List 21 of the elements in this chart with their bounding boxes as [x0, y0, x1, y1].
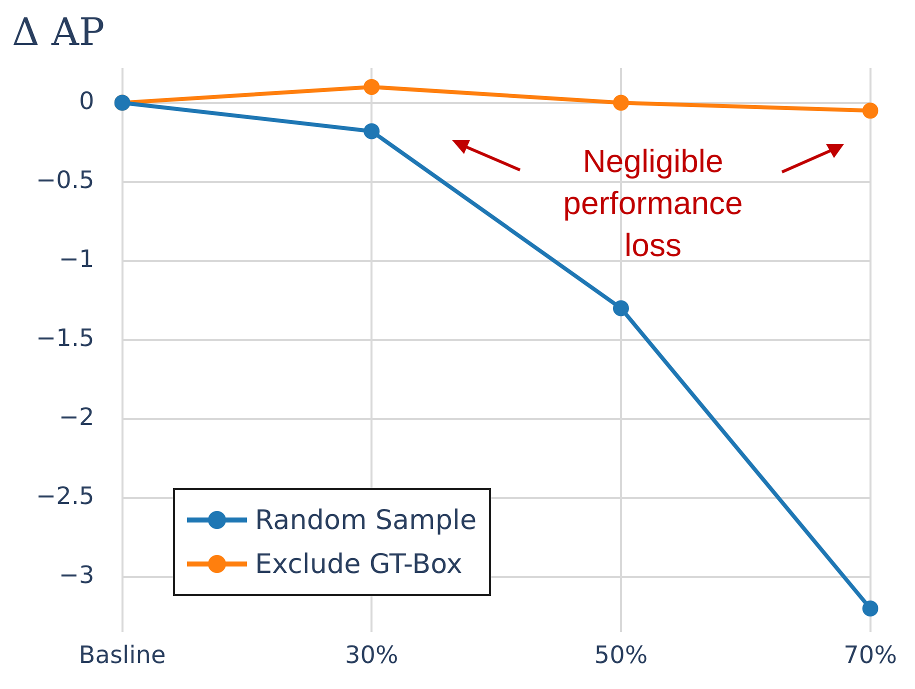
y-tick-label: −1.5	[36, 324, 94, 352]
chart-title: Δ AP	[12, 10, 105, 54]
annotation: Negligible performance loss	[562, 142, 744, 265]
legend-label: Random Sample	[255, 504, 477, 536]
legend-label: Exclude GT-Box	[255, 548, 462, 580]
x-tick-label: 70%	[844, 640, 897, 669]
point	[364, 123, 380, 140]
x-tick-label: 30%	[344, 640, 398, 669]
x-tick-label: Basline	[78, 640, 166, 669]
y-tick-label: −0.5	[36, 166, 94, 194]
y-tick-label: −2	[58, 403, 94, 432]
y-tick-label: −2.5	[36, 482, 94, 510]
point	[364, 78, 380, 95]
point	[612, 94, 629, 111]
y-tick-label: 0	[78, 87, 94, 116]
y-tick-label: −1	[58, 245, 94, 274]
point	[612, 300, 629, 316]
y-tick-label: −3	[58, 561, 94, 590]
point	[862, 102, 878, 119]
point	[862, 600, 878, 616]
x-tick-label: 50%	[594, 640, 648, 669]
